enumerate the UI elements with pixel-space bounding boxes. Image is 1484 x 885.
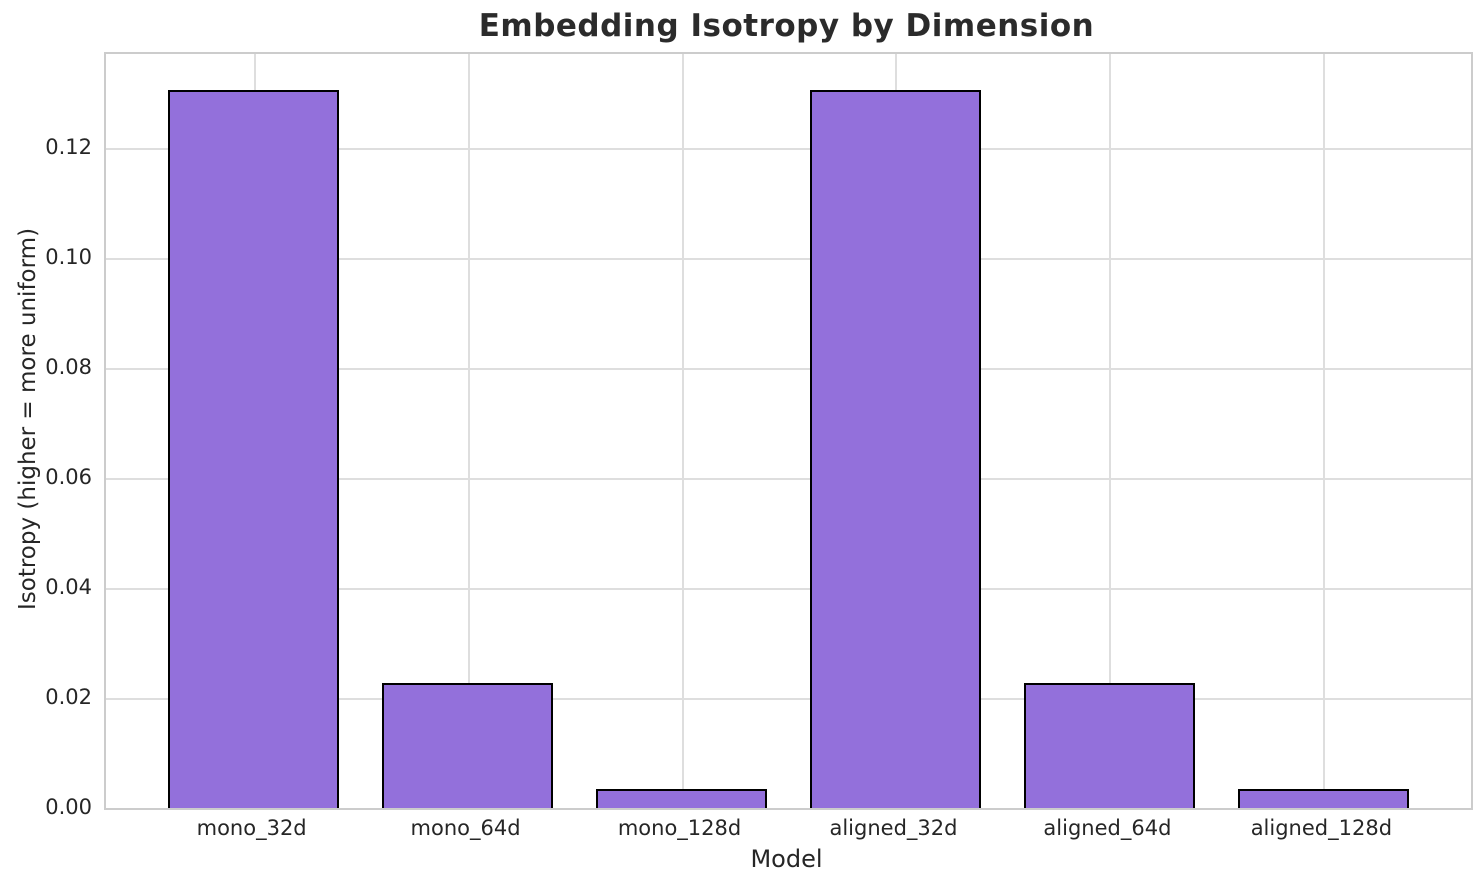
y-tick-label: 0.08 [45, 354, 92, 379]
bar-mono_64d [381, 682, 554, 808]
x-axis-label: Model [750, 845, 823, 873]
y-tick-label: 0.02 [45, 684, 92, 709]
y-tick-label: 0.12 [45, 134, 92, 159]
bar-mono_128d [595, 788, 768, 808]
gridline-horizontal [106, 697, 1471, 700]
x-tick-label-aligned_64d: aligned_64d [1043, 816, 1172, 840]
gridline-horizontal [106, 257, 1471, 260]
bar-aligned_128d [1237, 788, 1409, 808]
gridline-horizontal [106, 477, 1471, 480]
gridline-vertical [1323, 54, 1326, 808]
plot-area [104, 52, 1473, 810]
gridline-vertical [467, 54, 470, 808]
gridline-vertical [681, 54, 684, 808]
x-tick-label-mono_64d: mono_64d [410, 816, 521, 840]
x-tick-label-aligned_128d: aligned_128d [1250, 816, 1393, 840]
x-tick-label-mono_128d: mono_128d [617, 816, 742, 840]
x-tick-label-mono_32d: mono_32d [196, 816, 307, 840]
y-tick-label: 0.00 [45, 795, 92, 819]
gridline-horizontal [106, 587, 1471, 590]
bar-aligned_32d [809, 89, 982, 808]
y-tick-label: 0.06 [45, 464, 92, 489]
bar-mono_32d [168, 89, 340, 808]
gridline-horizontal [106, 367, 1471, 370]
gridline-horizontal [106, 147, 1471, 150]
y-axis-label: Isotropy (higher = more uniform) [15, 227, 41, 610]
bar-aligned_64d [1023, 682, 1195, 808]
chart-title: Embedding Isotropy by Dimension [478, 8, 1095, 44]
gridline-vertical [1109, 54, 1112, 808]
x-tick-label-aligned_32d: aligned_32d [829, 816, 958, 840]
y-tick-label: 0.04 [45, 574, 92, 599]
y-tick-label: 0.10 [45, 244, 92, 269]
